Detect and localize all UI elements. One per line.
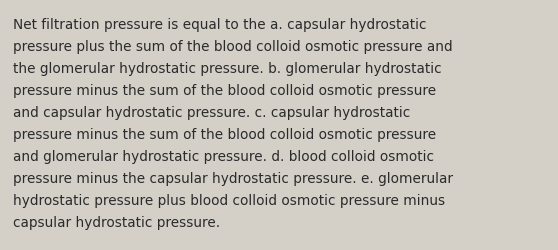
Text: Net filtration pressure is equal to the a. capsular hydrostatic: Net filtration pressure is equal to the … <box>13 18 426 32</box>
Text: pressure plus the sum of the blood colloid osmotic pressure and: pressure plus the sum of the blood collo… <box>13 40 453 54</box>
Text: and capsular hydrostatic pressure. c. capsular hydrostatic: and capsular hydrostatic pressure. c. ca… <box>13 106 410 120</box>
Text: capsular hydrostatic pressure.: capsular hydrostatic pressure. <box>13 215 220 229</box>
Text: and glomerular hydrostatic pressure. d. blood colloid osmotic: and glomerular hydrostatic pressure. d. … <box>13 150 434 163</box>
Text: the glomerular hydrostatic pressure. b. glomerular hydrostatic: the glomerular hydrostatic pressure. b. … <box>13 62 441 76</box>
Text: pressure minus the sum of the blood colloid osmotic pressure: pressure minus the sum of the blood coll… <box>13 84 436 98</box>
Text: hydrostatic pressure plus blood colloid osmotic pressure minus: hydrostatic pressure plus blood colloid … <box>13 193 445 207</box>
Text: pressure minus the sum of the blood colloid osmotic pressure: pressure minus the sum of the blood coll… <box>13 128 436 141</box>
Text: pressure minus the capsular hydrostatic pressure. e. glomerular: pressure minus the capsular hydrostatic … <box>13 171 453 185</box>
